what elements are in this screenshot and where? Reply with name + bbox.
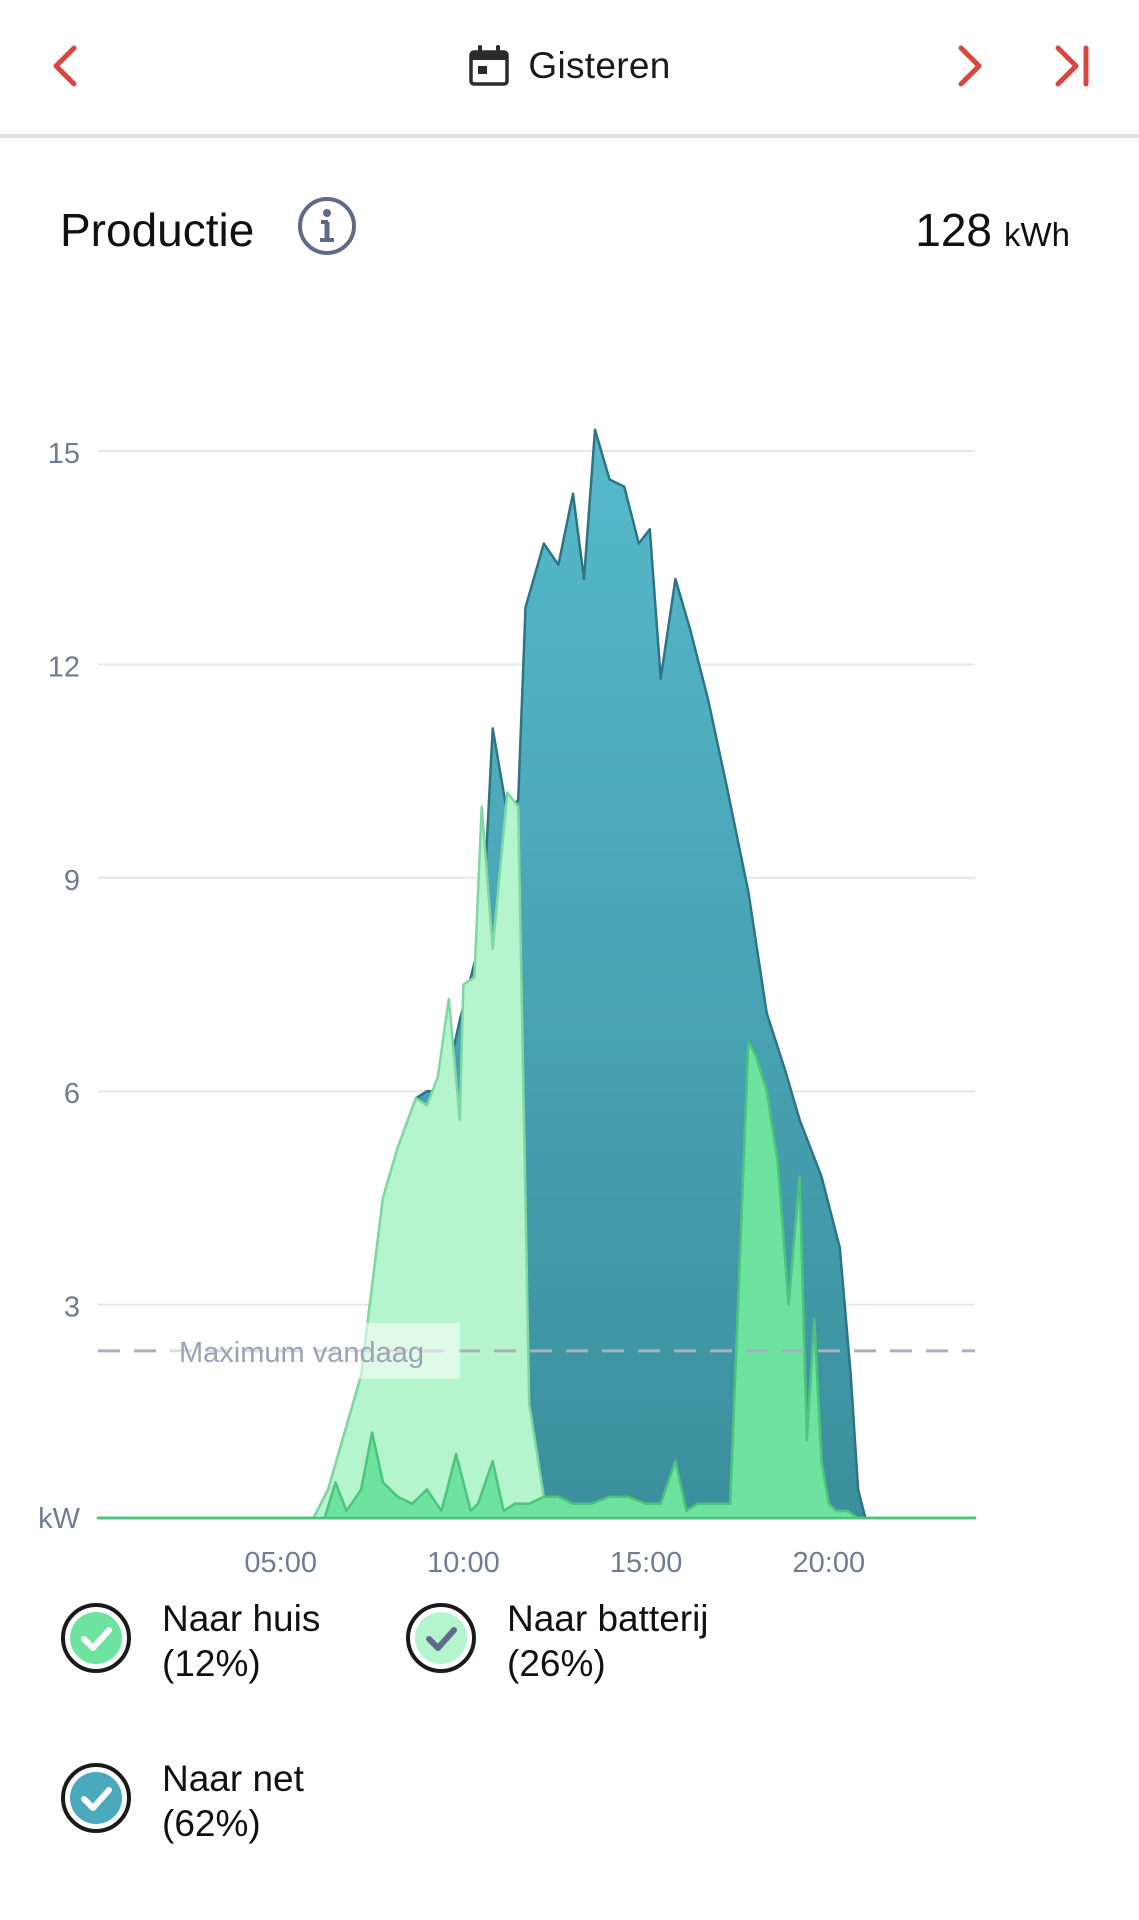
x-tick-label: 05:00 xyxy=(244,1547,317,1579)
legend-item-naar-net[interactable]: Naar net (62%) xyxy=(60,1758,304,1846)
y-tick-label: 12 xyxy=(48,651,80,683)
legend-label: Naar huis xyxy=(162,1598,321,1639)
x-tick-label: 15:00 xyxy=(610,1547,683,1579)
legend-item-naar-batterij[interactable]: Naar batterij (26%) xyxy=(405,1598,709,1686)
production-header: Productie 128 kWh xyxy=(60,195,1070,265)
previous-day-button[interactable] xyxy=(35,36,95,96)
production-chart: Maximum vandaag 15 12 9 6 3 kW 05:00 10:00 15:00… xyxy=(0,400,1139,1580)
reference-line-label: Maximum vandaag xyxy=(179,1337,424,1369)
legend-label-group: Naar batterij (26%) xyxy=(507,1596,709,1686)
chevron-left-icon xyxy=(53,45,77,87)
total-production: 128 kWh xyxy=(915,203,1070,257)
series-area-naar-huis xyxy=(96,1040,977,1520)
skip-to-end-icon xyxy=(1055,45,1089,87)
section-title: Productie xyxy=(60,204,255,256)
top-navigation-bar: Gisteren xyxy=(0,0,1139,138)
x-tick-label: 20:00 xyxy=(793,1547,866,1579)
date-picker-button[interactable]: Gisteren xyxy=(468,45,670,87)
chart-legend: Naar huis (12%) Naar batterij (26%) Naar… xyxy=(0,1590,1139,1890)
y-tick-label: 15 xyxy=(48,438,80,470)
next-day-button[interactable] xyxy=(940,36,1000,96)
info-icon[interactable] xyxy=(296,195,358,257)
checkmark-icon xyxy=(61,1763,131,1833)
legend-label-group: Naar huis (12%) xyxy=(162,1596,320,1686)
legend-percent: (62%) xyxy=(162,1803,261,1844)
checkmark-icon xyxy=(406,1603,476,1673)
total-value: 128 xyxy=(915,204,992,256)
y-tick-label: 9 xyxy=(64,865,80,897)
go-to-today-button[interactable] xyxy=(1042,36,1102,96)
legend-item-naar-huis[interactable]: Naar huis (12%) xyxy=(60,1598,320,1686)
y-tick-label: 3 xyxy=(64,1292,80,1324)
date-title: Gisteren xyxy=(528,45,671,86)
legend-label: Naar batterij xyxy=(507,1598,709,1639)
total-unit: kWh xyxy=(1004,216,1070,253)
legend-label: Naar net xyxy=(162,1758,304,1799)
chevron-right-icon xyxy=(958,45,982,87)
reference-label-background xyxy=(170,1322,460,1379)
x-tick-label: 10:00 xyxy=(427,1547,500,1579)
checkmark-icon xyxy=(61,1603,131,1673)
legend-label-group: Naar net (62%) xyxy=(162,1756,304,1846)
legend-percent: (12%) xyxy=(162,1643,261,1684)
y-tick-label: 6 xyxy=(64,1078,80,1110)
legend-percent: (26%) xyxy=(507,1643,606,1684)
calendar-icon xyxy=(469,45,510,86)
date-selector: Gisteren xyxy=(0,36,1139,96)
production-area-chart: Maximum vandaag 15 12 9 6 3 kW 05:00 10:00 15:00… xyxy=(38,428,977,1579)
y-axis-label: kW xyxy=(38,1503,81,1535)
